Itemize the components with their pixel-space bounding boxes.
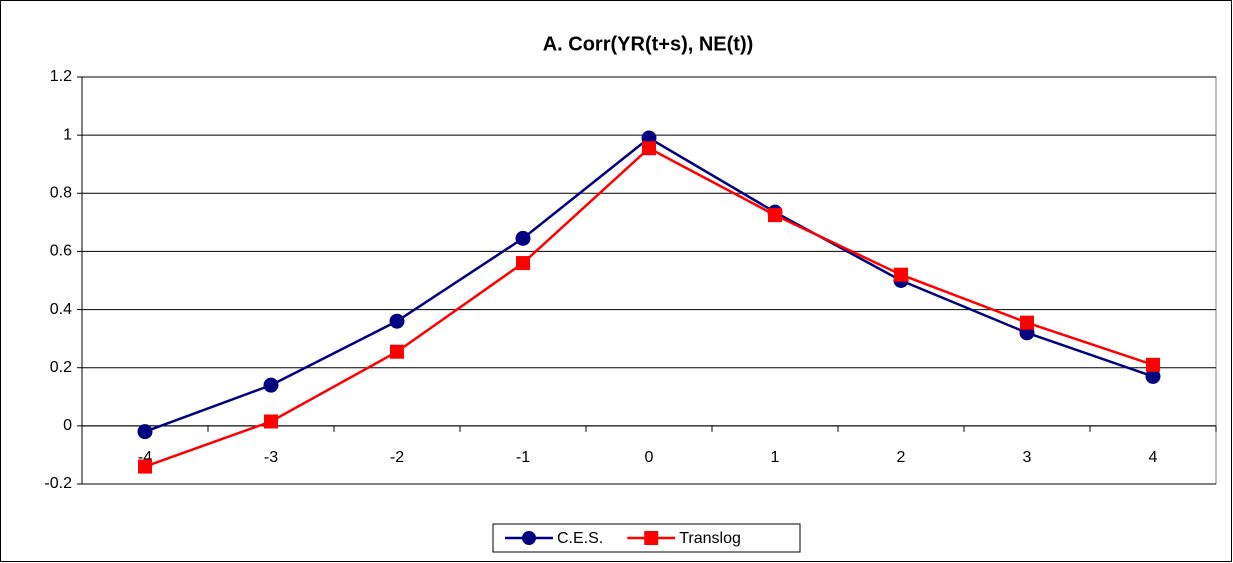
marker: [642, 141, 656, 156]
marker: [263, 377, 279, 393]
marker: [516, 256, 530, 271]
y-tick-label: 0.2: [50, 359, 72, 376]
chart-title: A. Corr(YR(t+s), NE(t)): [543, 33, 754, 55]
x-tick-label: -1: [516, 449, 530, 466]
marker: [1146, 357, 1160, 372]
marker: [894, 267, 908, 282]
y-tick-label: 0.8: [50, 185, 72, 202]
marker: [138, 459, 152, 474]
marker: [137, 424, 153, 440]
marker: [515, 230, 531, 246]
legend-label: Translog: [679, 530, 741, 547]
legend-label: C.E.S.: [557, 530, 603, 547]
x-tick-label: -2: [390, 449, 404, 466]
x-tick-label: 4: [1149, 449, 1158, 466]
x-tick-label: 2: [897, 449, 906, 466]
legend-marker: [644, 531, 659, 545]
marker: [768, 208, 782, 223]
y-tick-label: 1.2: [50, 68, 72, 85]
legend-marker: [522, 531, 536, 545]
y-tick-label: 0: [63, 417, 72, 434]
marker: [1145, 368, 1161, 384]
marker: [1020, 315, 1034, 330]
marker: [264, 414, 278, 429]
y-tick-label: -0.2: [44, 475, 72, 492]
y-tick-label: 1: [63, 126, 72, 143]
x-tick-label: 0: [645, 449, 654, 466]
x-tick-label: -3: [264, 449, 278, 466]
x-tick-label: 3: [1023, 449, 1032, 466]
x-tick-label: 1: [771, 449, 780, 466]
y-tick-label: 0.4: [50, 301, 72, 318]
marker: [390, 344, 404, 359]
y-tick-label: 0.6: [50, 243, 72, 260]
marker: [389, 313, 405, 329]
